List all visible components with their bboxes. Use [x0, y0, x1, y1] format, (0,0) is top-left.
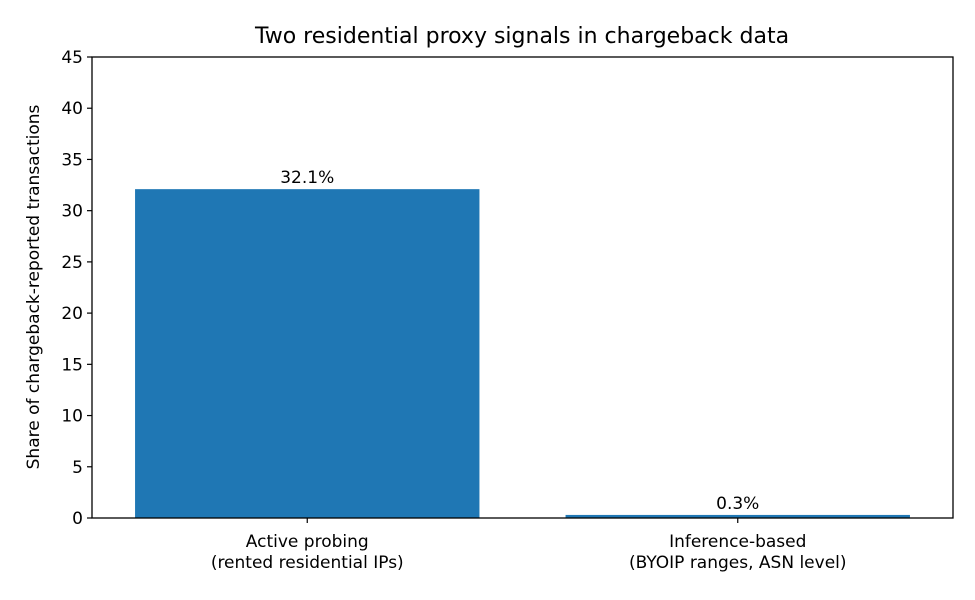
- plot-frame: [91, 56, 954, 519]
- y-axis-label: Share of chargeback-reported transaction…: [24, 104, 44, 469]
- y-tick-label: 15: [61, 355, 83, 375]
- x-category-label: (BYOIP ranges, ASN level): [629, 553, 847, 573]
- x-category-label: Inference-based: [669, 532, 806, 552]
- y-tick-label: 40: [61, 99, 83, 119]
- chart-title: Two residential proxy signals in chargeb…: [254, 24, 789, 49]
- y-tick-label: 35: [61, 150, 83, 170]
- x-category-label: (rented residential IPs): [211, 553, 404, 573]
- bar-data-label: 32.1%: [280, 168, 334, 188]
- bar: [135, 189, 480, 519]
- y-tick-label: 45: [61, 48, 83, 68]
- y-tick-label: 0: [72, 509, 83, 529]
- x-category-label: Active probing: [246, 532, 369, 552]
- y-tick-label: 20: [61, 304, 83, 324]
- y-tick-label: 5: [72, 458, 83, 478]
- y-tick-label: 25: [61, 253, 83, 273]
- y-tick-label: 30: [61, 202, 83, 222]
- y-tick-label: 10: [61, 407, 83, 427]
- bar: [565, 514, 910, 518]
- bar-data-label: 0.3%: [716, 494, 759, 514]
